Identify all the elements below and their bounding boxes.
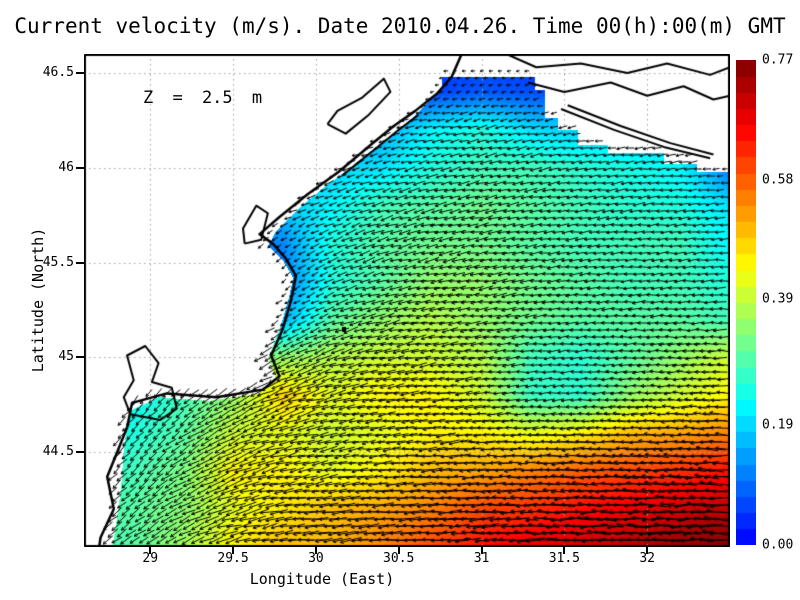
plot-title: Current velocity (m/s). Date 2010.04.26.… — [14, 14, 786, 38]
x-tick-mark — [480, 547, 483, 554]
colorbar-tick-label: 0.58 — [762, 172, 794, 188]
y-tick-mark — [76, 71, 84, 74]
x-tick-label: 31.5 — [548, 551, 580, 566]
y-tick-mark — [76, 356, 84, 359]
colorbar-tick-label: 0.39 — [762, 291, 794, 307]
x-tick-mark — [397, 547, 400, 554]
depth-annotation: Z = 2.5 m — [143, 88, 263, 108]
x-tick-label: 32 — [639, 551, 655, 566]
y-tick-label: 46 — [58, 159, 74, 175]
y-tick-label: 44.5 — [42, 444, 74, 460]
y-tick-label: 45.5 — [42, 254, 74, 270]
x-tick-label: 29 — [142, 551, 159, 566]
y-tick-label: 46.5 — [42, 64, 74, 80]
x-tick-label: 29.5 — [217, 551, 249, 566]
y-tick-mark — [76, 451, 84, 454]
x-tick-label: 30.5 — [383, 551, 415, 566]
vector-field-map — [84, 54, 730, 547]
y-tick-mark — [76, 261, 84, 264]
x-tick-mark — [646, 547, 649, 554]
colorbar-tick-label: 0.19 — [762, 417, 794, 433]
x-tick-mark — [232, 547, 235, 554]
y-tick-mark — [76, 166, 84, 169]
x-tick-label: 31 — [473, 551, 490, 566]
x-tick-mark — [149, 547, 152, 554]
colorbar-tick-label: 0.00 — [762, 537, 794, 553]
x-tick-mark — [563, 547, 566, 554]
y-tick-label: 45 — [58, 349, 74, 365]
x-axis-title: Longitude (East) — [249, 570, 395, 588]
colorbar-tick-label: 0.77 — [762, 52, 794, 68]
x-tick-label: 30 — [308, 551, 324, 566]
x-tick-mark — [314, 547, 317, 554]
colorbar — [736, 60, 756, 545]
